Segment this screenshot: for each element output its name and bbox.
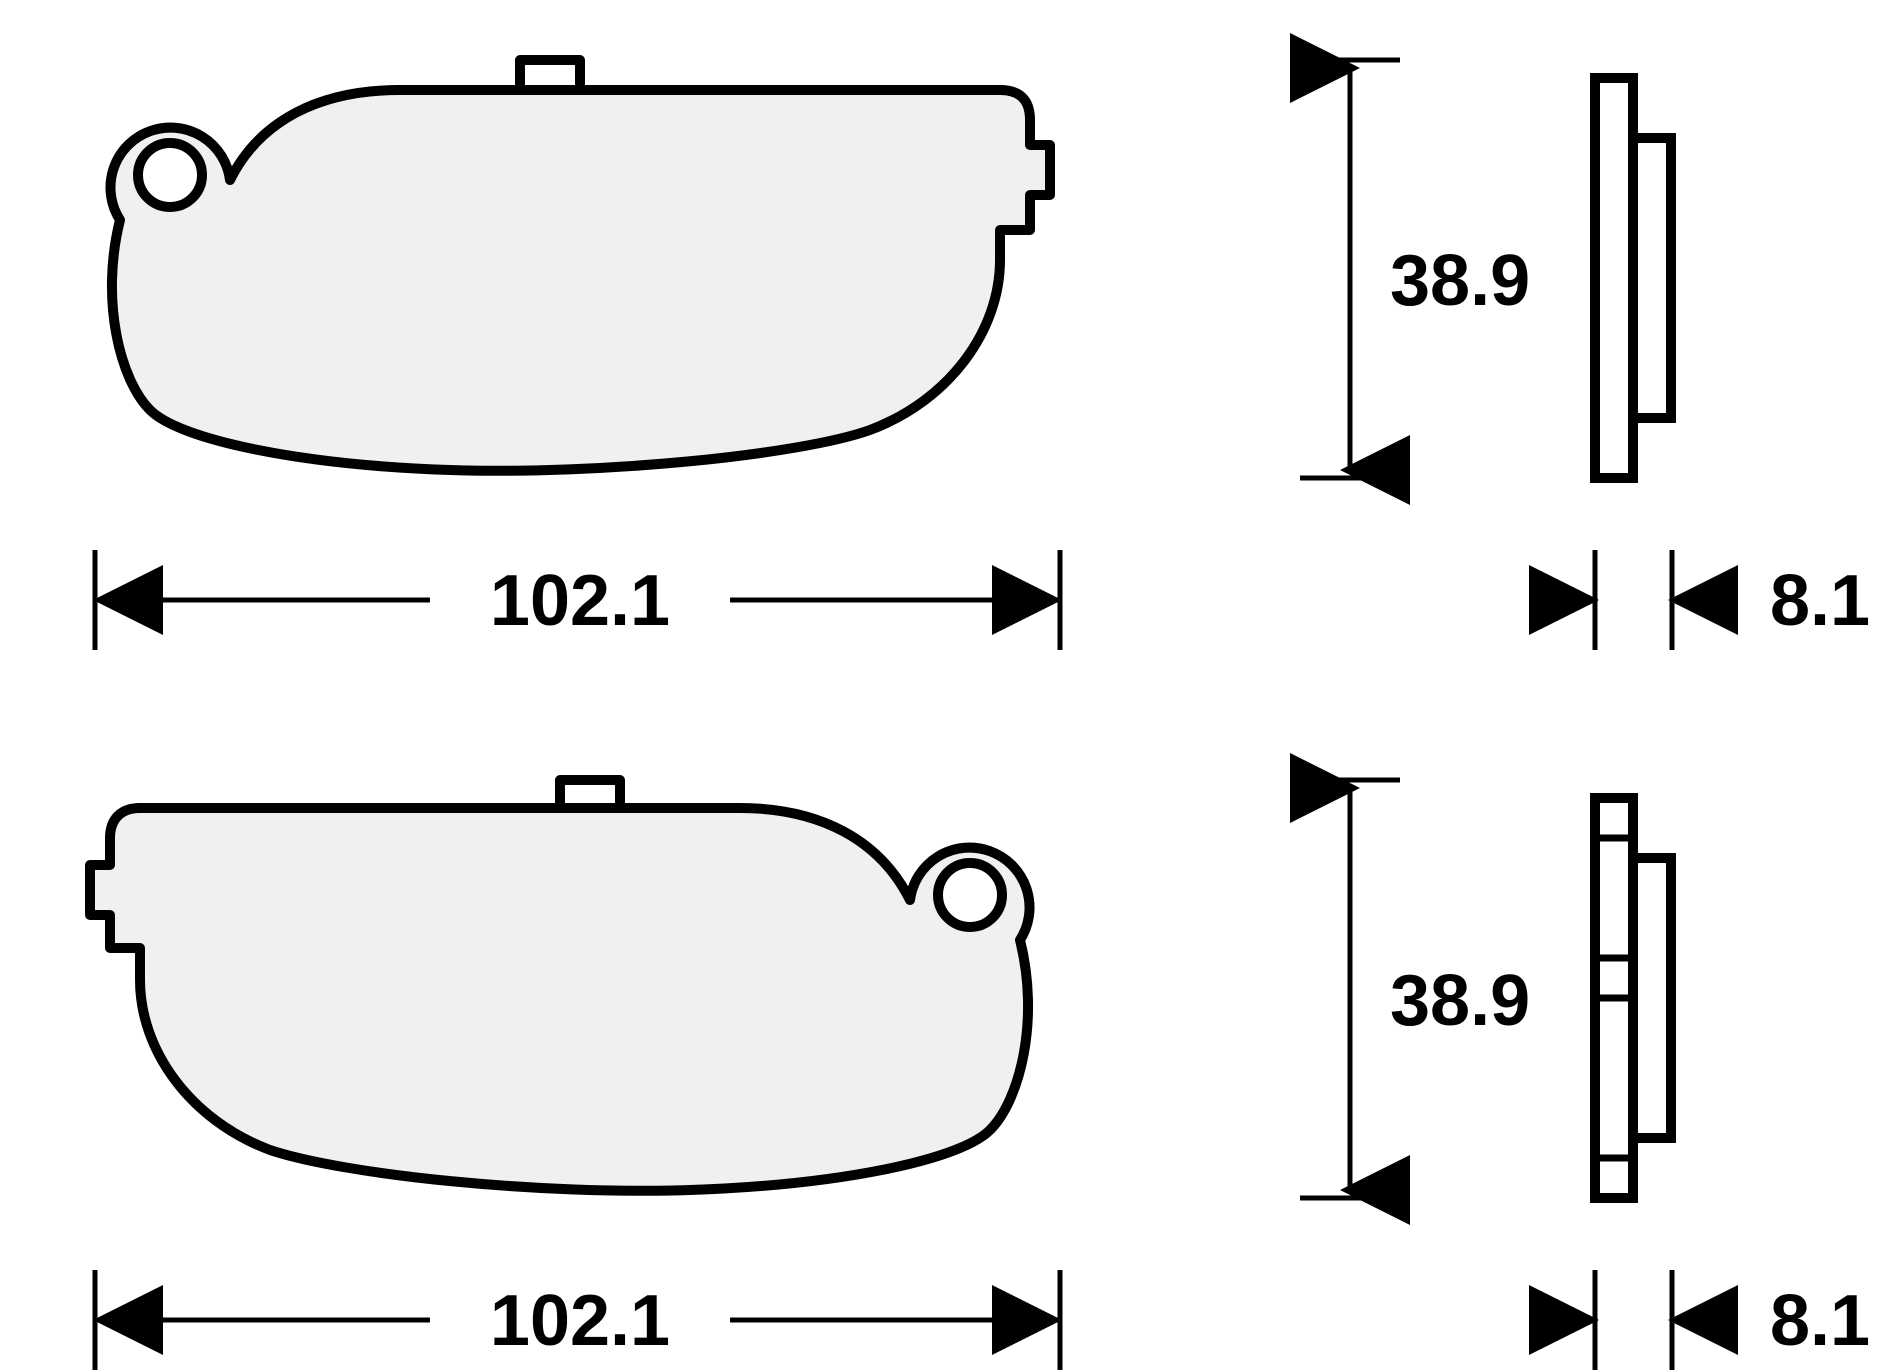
pad-top-mounting-hole (138, 143, 202, 207)
pad-top-notch (520, 60, 580, 88)
pad-top: 102.1 38.9 8.1 (95, 60, 1870, 650)
pad-top-dim-height-label: 38.9 (1390, 241, 1530, 321)
pad-bottom-dim-thick-label: 8.1 (1770, 1281, 1870, 1361)
pad-top-dim-width-label: 102.1 (490, 561, 670, 641)
pad-bottom: 102.1 38.9 8.1 (90, 780, 1870, 1370)
pad-bottom-dim-height-label: 38.9 (1390, 961, 1530, 1041)
pad-top-side-view (1595, 78, 1671, 478)
pad-bottom-notch (560, 780, 620, 806)
pad-top-outline (110, 90, 1050, 471)
pad-top-side-friction (1633, 138, 1671, 418)
pad-bottom-side-view (1595, 798, 1671, 1198)
pad-bottom-mounting-hole (938, 863, 1002, 927)
pad-bottom-dim-width-label: 102.1 (490, 1281, 670, 1361)
pad-top-side-back (1595, 78, 1633, 478)
pad-bottom-outline (90, 808, 1030, 1191)
pad-top-dim-thick-label: 8.1 (1770, 561, 1870, 641)
pad-bottom-side-friction (1633, 858, 1671, 1138)
